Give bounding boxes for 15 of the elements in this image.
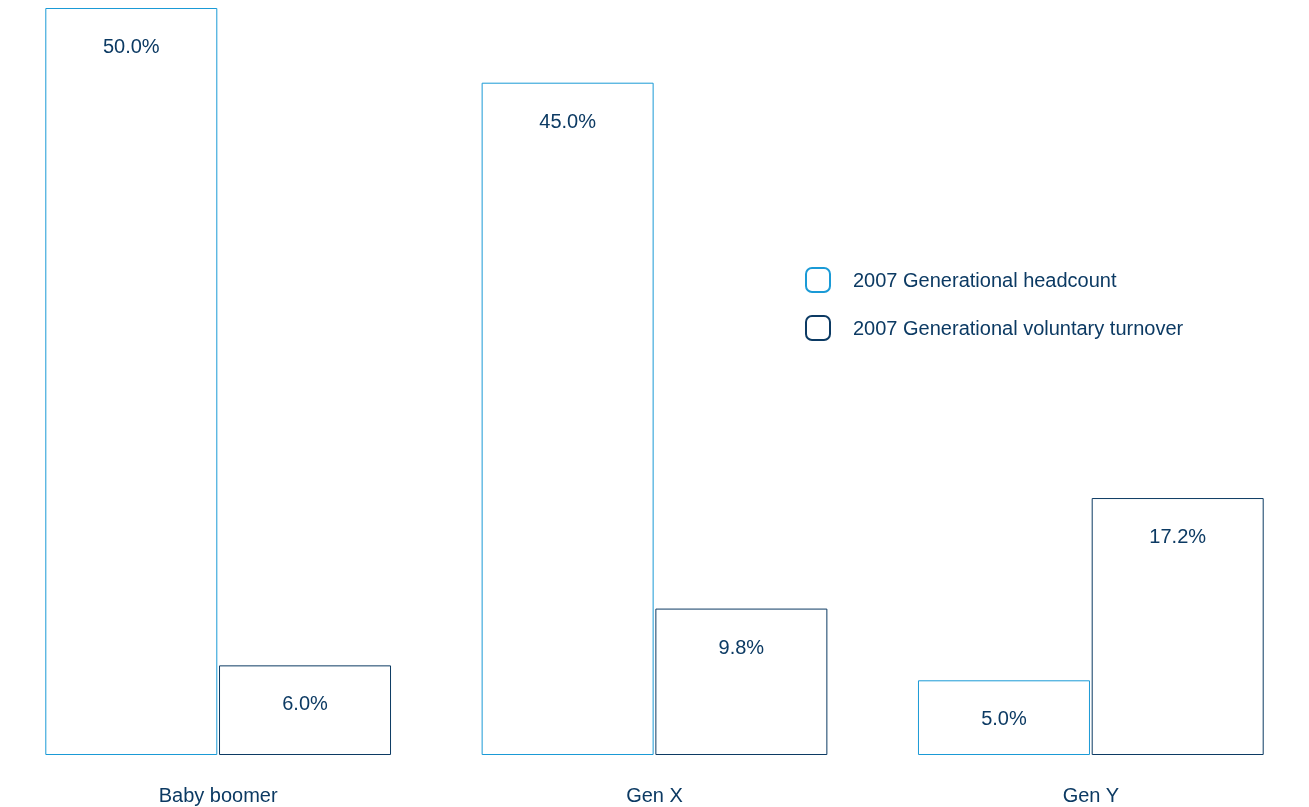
x-tick-label: Gen X xyxy=(626,784,683,806)
legend-label: 2007 Generational voluntary turnover xyxy=(853,317,1184,339)
bar xyxy=(45,8,218,755)
data-label: 45.0% xyxy=(539,109,597,132)
bar xyxy=(1091,498,1264,755)
data-label: 50.0% xyxy=(102,35,160,57)
data-label: 5.0% xyxy=(981,707,1027,730)
data-label: 6.0% xyxy=(282,692,329,715)
x-tick-label: Baby boomer xyxy=(158,784,278,806)
legend-label: 2007 Generational headcount xyxy=(853,269,1117,291)
data-label: 9.8% xyxy=(718,635,765,658)
x-tick-label: Gen Y xyxy=(1062,784,1120,806)
data-label: 17.2% xyxy=(1149,525,1207,548)
bar xyxy=(219,665,392,755)
bar xyxy=(917,680,1090,755)
